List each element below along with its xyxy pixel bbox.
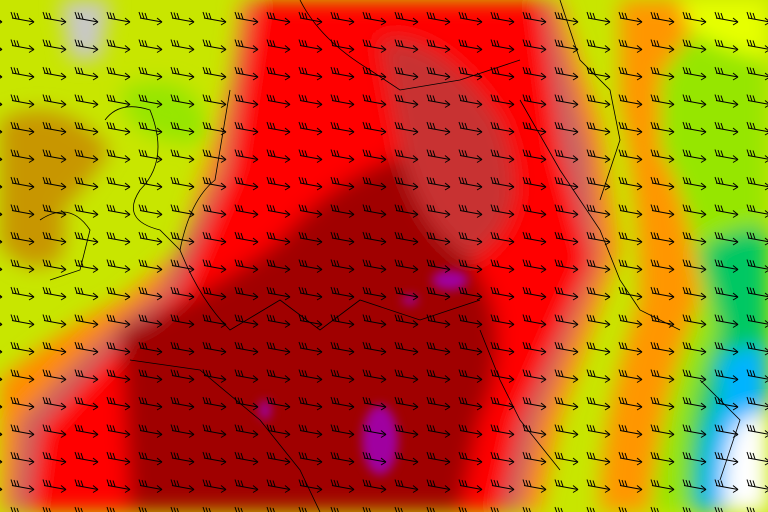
weather-map — [0, 0, 768, 512]
page: (() => { const data = JSON.parse(documen… — [0, 0, 768, 512]
wind-barbs — [0, 0, 768, 512]
